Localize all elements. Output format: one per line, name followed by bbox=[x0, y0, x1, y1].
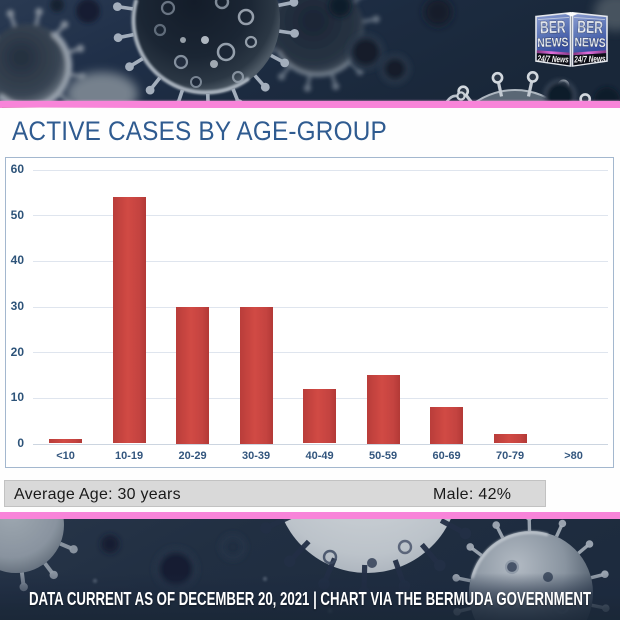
svg-text:BER: BER bbox=[540, 18, 566, 38]
svg-text:NEWS: NEWS bbox=[537, 36, 569, 50]
svg-text:24/7 News: 24/7 News bbox=[536, 53, 569, 64]
svg-text:NEWS: NEWS bbox=[574, 36, 606, 50]
svg-text:BER: BER bbox=[577, 18, 603, 38]
svg-text:24/7 News: 24/7 News bbox=[573, 53, 606, 64]
